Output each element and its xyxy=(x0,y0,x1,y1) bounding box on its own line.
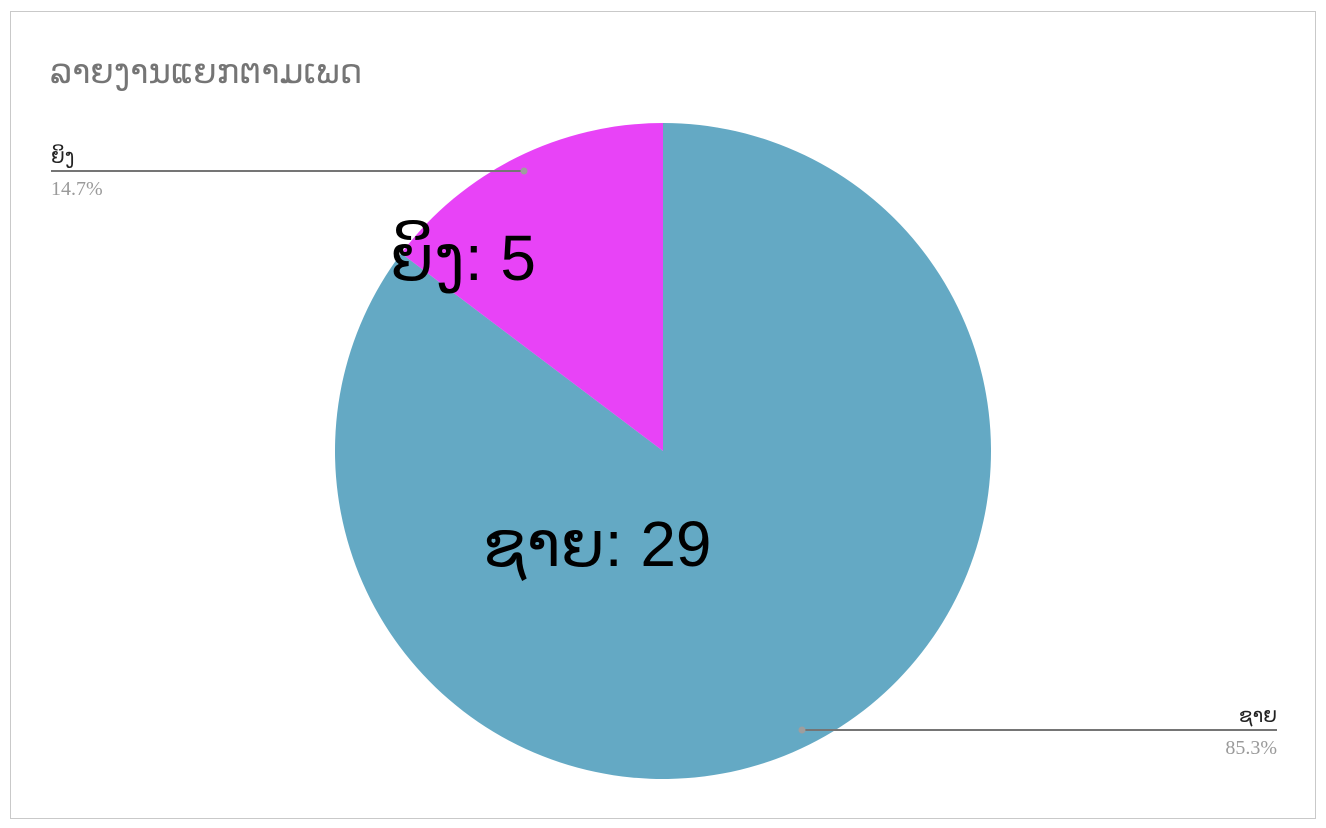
slice-data-label-1: ຍິງ: 5 xyxy=(390,220,536,294)
pie-slice-1[interactable] xyxy=(401,123,663,451)
slice-data-label-0: ຊາຍ: 29 xyxy=(483,508,712,581)
slice-name-label-1: ຍິງ xyxy=(51,144,74,168)
slice-name-label-0: ຊາຍ xyxy=(1239,703,1277,727)
slice-percent-label-1: 14.7% xyxy=(51,178,103,200)
chart-title: ລາຍງານແຍກຕາມເພດ xyxy=(50,52,363,92)
leader-dot-1 xyxy=(520,167,528,175)
leader-dot-0 xyxy=(798,726,806,734)
slice-percent-label-0: 85.3% xyxy=(1225,737,1277,759)
